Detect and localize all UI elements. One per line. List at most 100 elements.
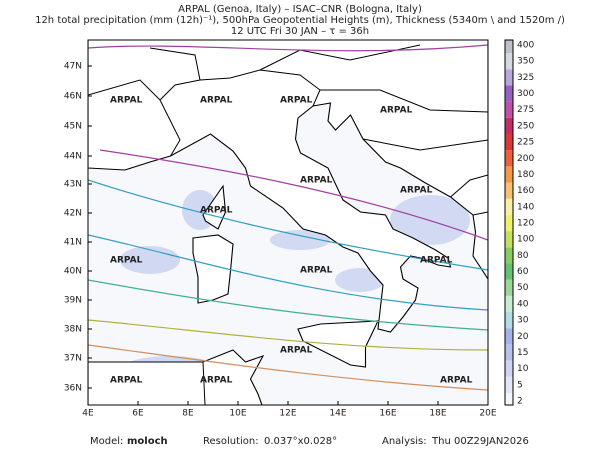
contour [88, 179, 488, 311]
watermark: ARPAL [200, 206, 233, 216]
colorbar-label: 140 [517, 202, 534, 212]
colorbar-label: 15 [517, 348, 528, 358]
colorbar-segment [505, 247, 513, 264]
sardinia [192, 234, 234, 304]
colorbar-label: 100 [517, 235, 534, 245]
colorbar-label: 10 [517, 364, 529, 374]
watermark: ARPAL [110, 376, 143, 386]
lon-label: 8E [182, 409, 194, 419]
colorbar-label: 250 [517, 121, 534, 131]
colorbar-segment [505, 117, 513, 134]
lat-label: 44N [64, 152, 82, 162]
colorbar-label: 325 [517, 73, 534, 83]
colorbar-segment [505, 312, 513, 329]
colorbar-segment [505, 40, 513, 54]
footer-value: 0.037°x0.028° [264, 436, 337, 447]
lat-label: 37N [64, 354, 82, 364]
colorbar-label: 30 [517, 316, 529, 326]
colorbar-label: 225 [517, 138, 534, 148]
colorbar-segment [505, 279, 513, 296]
watermark: ARPAL [280, 96, 313, 106]
colorbar-label: 200 [517, 154, 534, 164]
colorbar-segment [505, 214, 513, 232]
colorbar-segment [505, 134, 513, 151]
watermark: ARPAL [280, 346, 313, 356]
colorbar-segment [505, 360, 513, 377]
colorbar-label: 400 [517, 41, 534, 51]
lon-label: 12E [279, 409, 296, 419]
map [88, 40, 488, 405]
colorbar-segment [505, 198, 513, 215]
footer-label: Model: [90, 436, 123, 447]
lat-label: 41N [64, 238, 82, 248]
colorbar-label: 350 [517, 57, 534, 67]
colorbar-segment [505, 344, 513, 361]
colorbar-segment [505, 295, 513, 312]
watermark: ARPAL [300, 176, 333, 186]
lat-label: 47N [64, 62, 82, 72]
lat-label: 40N [64, 267, 82, 277]
colorbar-label: 80 [517, 251, 529, 261]
lon-label: 18E [429, 409, 446, 419]
watermark: ARPAL [110, 96, 143, 106]
lat-label: 42N [64, 209, 82, 219]
watermark: ARPAL [200, 96, 233, 106]
contour [88, 344, 488, 391]
lon-label: 6E [132, 409, 144, 419]
colorbar-label: 160 [517, 186, 534, 196]
lon-label: 20E [479, 409, 496, 419]
header-line: ARPAL (Genoa, Italy) – ISAC–CNR (Bologna… [178, 4, 422, 15]
colorbar-segment [505, 328, 513, 345]
lon-label: 10E [229, 409, 246, 419]
watermark: ARPAL [380, 106, 413, 116]
colorbar-label: 60 [517, 267, 529, 277]
lat-label: 36N [64, 384, 82, 394]
corsica [202, 184, 227, 230]
colorbar-segment [505, 85, 513, 102]
colorbar-segment [505, 392, 513, 405]
watermark: ARPAL [420, 256, 453, 266]
header-line: 12h total precipitation (mm (12h)⁻¹), 50… [35, 15, 565, 26]
colorbar-segment [505, 69, 513, 86]
coastline [88, 40, 488, 333]
footer-label: Analysis: [382, 436, 427, 447]
contour [88, 319, 488, 351]
colorbar-segment [505, 263, 513, 280]
watermark: ARPAL [440, 376, 473, 386]
lat-label: 38N [64, 325, 82, 335]
watermark: ARPAL [300, 266, 333, 276]
colorbar-label: 5 [517, 380, 523, 390]
colorbar-label: 50 [517, 283, 529, 293]
lat-label: 39N [64, 296, 82, 306]
colorbar-label: 120 [517, 219, 534, 229]
lat-label: 45N [64, 122, 82, 132]
colorbar-label: 300 [517, 89, 534, 99]
watermark: ARPAL [200, 376, 233, 386]
watermark: ARPAL [400, 186, 433, 196]
colorbar-frame [504, 39, 514, 406]
footer-value: moloch [127, 436, 168, 447]
colorbar-label: 2 [517, 397, 523, 407]
colorbar-segment [505, 376, 513, 393]
colorbar-segment [505, 231, 513, 248]
contour [88, 44, 488, 241]
colorbar-label: 20 [517, 332, 529, 342]
header-line: 12 UTC Fri 30 JAN – τ = 36h [231, 26, 369, 37]
colorbar-segment [505, 53, 513, 70]
lon-label: 14E [329, 409, 346, 419]
colorbar-segment [505, 166, 513, 183]
border [88, 44, 488, 405]
colorbar-segment [505, 182, 513, 199]
footer-value: Thu 00Z29JAN2026 [431, 436, 529, 447]
colorbar-label: 40 [517, 299, 529, 309]
colorbar-segment [505, 101, 513, 118]
contour [88, 279, 488, 331]
colorbar-segment [505, 150, 513, 167]
lon-label: 16E [379, 409, 396, 419]
lat-label: 46N [64, 92, 82, 102]
colorbar-label: 180 [517, 170, 534, 180]
lon-label: 4E [82, 409, 94, 419]
colorbar-label: 275 [517, 105, 534, 115]
watermark: ARPAL [110, 256, 143, 266]
